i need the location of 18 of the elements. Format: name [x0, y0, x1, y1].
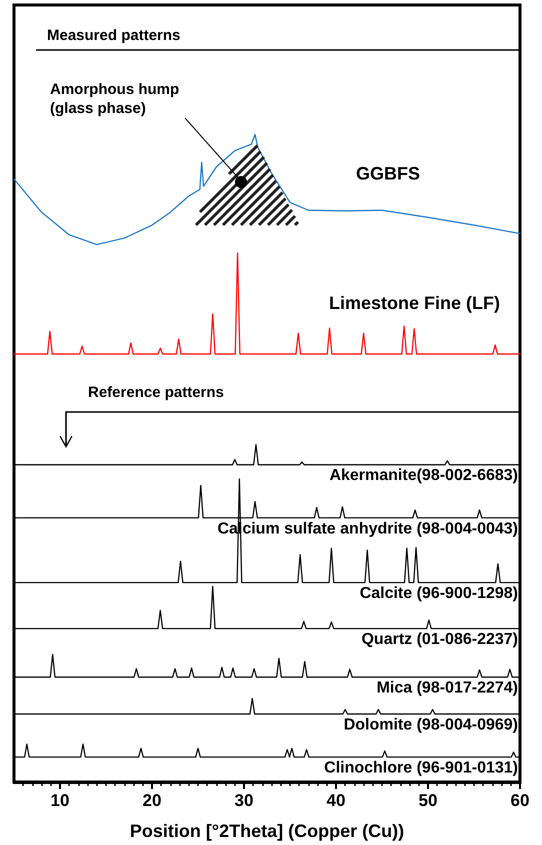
x-tick-label: 50 — [418, 791, 438, 810]
series-label: Dolomite (98-004-0969) — [344, 716, 518, 734]
x-axis-title: Position [°2Theta] (Copper (Cu)) — [130, 821, 404, 841]
text: Amorphous hump (glass phase) — [50, 81, 184, 117]
x-tick-label: 30 — [234, 791, 254, 810]
series-label: Akermanite(98-002-6683) — [329, 467, 518, 484]
series-label: Limestone Fine (LF) — [329, 293, 500, 314]
series-label: Clinochlore (96-901-0131) — [324, 760, 518, 777]
x-tick-label: 40 — [326, 791, 346, 810]
series-label: Mica (98-017-2274) — [376, 680, 518, 697]
text: Measured patterns — [47, 27, 180, 44]
x-tick-label: 10 — [50, 791, 70, 810]
series-label: Quartz (01-086-2237) — [361, 631, 518, 648]
x-tick-label: 20 — [142, 791, 162, 810]
annotation: Reference patterns — [88, 384, 224, 401]
series-label: Calcite (96-900-1298) — [360, 585, 518, 602]
x-tick-label: 60 — [510, 791, 530, 810]
series-label: GGBFS — [356, 164, 420, 184]
